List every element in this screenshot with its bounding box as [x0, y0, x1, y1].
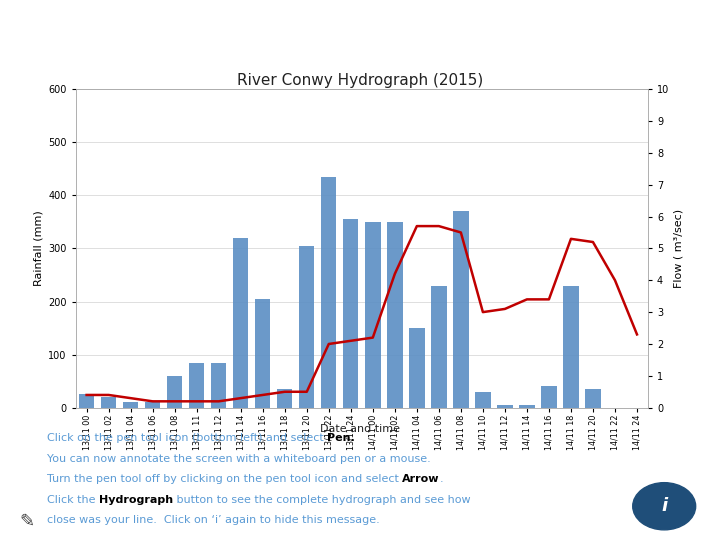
Bar	[475, 392, 490, 408]
Text: Pen.: Pen.	[327, 433, 355, 443]
Text: You can now annotate the screen with a whiteboard pen or a mouse.: You can now annotate the screen with a w…	[47, 454, 431, 464]
Bar	[145, 402, 161, 408]
Bar	[365, 222, 380, 408]
Bar	[498, 405, 513, 408]
Bar	[167, 376, 182, 408]
Bar	[585, 389, 600, 408]
Bar	[453, 211, 469, 408]
Text: .: .	[440, 474, 444, 484]
Text: Date and time: Date and time	[320, 424, 400, 434]
Text: ✎: ✎	[19, 512, 35, 530]
Text: Arrow: Arrow	[402, 474, 440, 484]
Bar	[123, 402, 138, 408]
Text: close was your line.  Click on ‘i’ again to hide this message.: close was your line. Click on ‘i’ again …	[47, 515, 379, 525]
Circle shape	[633, 483, 696, 530]
Text: Use the pen tool to complete the hydrograph: Use the pen tool to complete the hydrogr…	[29, 19, 436, 37]
Text: Turn the pen tool off by clicking on the pen tool icon and select: Turn the pen tool off by clicking on the…	[47, 474, 402, 484]
Bar	[563, 286, 579, 408]
Bar	[255, 299, 271, 408]
Text: River Conwy Hydrograph (2015): River Conwy Hydrograph (2015)	[237, 73, 483, 88]
Bar	[211, 362, 226, 408]
Text: Click the: Click the	[47, 495, 99, 505]
Text: Click on the pen tool icon (bottom left) and select: Click on the pen tool icon (bottom left)…	[47, 433, 327, 443]
Bar	[431, 286, 446, 408]
Bar	[321, 177, 336, 408]
Bar	[101, 397, 117, 408]
Bar	[343, 219, 359, 408]
Text: button to see the complete hydrograph and see how: button to see the complete hydrograph an…	[173, 495, 471, 505]
Bar	[233, 238, 248, 408]
Y-axis label: Flow ( m³/sec): Flow ( m³/sec)	[673, 209, 683, 288]
Bar	[387, 222, 402, 408]
Bar	[189, 362, 204, 408]
Bar	[409, 328, 425, 408]
Bar	[79, 394, 94, 408]
Bar	[519, 405, 535, 408]
Bar	[541, 387, 557, 408]
Y-axis label: Rainfall (mm): Rainfall (mm)	[34, 211, 44, 286]
Bar	[277, 389, 292, 408]
Text: i: i	[661, 497, 667, 515]
Bar	[299, 246, 315, 408]
Text: Hydrograph: Hydrograph	[99, 495, 173, 505]
